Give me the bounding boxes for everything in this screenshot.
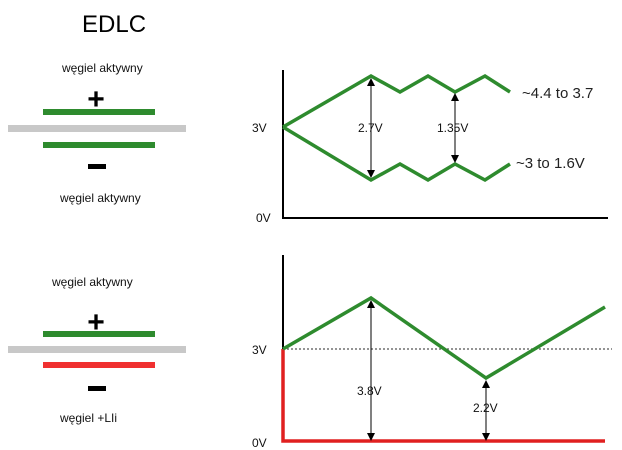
top-upper-range-label: ~4.4 to 3.7 xyxy=(522,85,593,102)
top-separator xyxy=(8,125,186,132)
top-axes xyxy=(282,70,608,219)
top-y-label-3v: 3V xyxy=(252,121,267,135)
top-minus-sign xyxy=(88,164,106,169)
top-span-label-2: 1.35V xyxy=(437,121,468,135)
top-y-label-0v: 0V xyxy=(256,211,271,225)
page-title: EDLC xyxy=(82,11,146,38)
bottom-positive-electrode xyxy=(43,331,155,337)
bottom-negative-potential-line xyxy=(281,349,605,443)
bottom-voltage-chart: 3V 0V 3.8V 2.2V xyxy=(252,255,612,450)
bottom-negative-electrode-label: węgiel +LIi xyxy=(59,411,117,425)
bottom-y-label-0v: 0V xyxy=(252,436,267,450)
bottom-minus-sign xyxy=(88,386,106,391)
bottom-negative-electrode xyxy=(43,362,155,368)
bottom-plus-sign: + xyxy=(87,306,105,339)
bottom-span-label-1: 3.8V xyxy=(357,384,382,398)
bottom-span-label-2: 2.2V xyxy=(473,401,498,415)
bottom-y-label-3v: 3V xyxy=(252,343,267,357)
top-negative-electrode xyxy=(43,142,155,148)
bottom-separator xyxy=(8,346,186,353)
bottom-positive-electrode-label: węgiel aktywny xyxy=(51,275,133,289)
top-negative-electrode-label: węgiel aktywny xyxy=(59,191,141,205)
bottom-cell-schematic: węgiel aktywny + węgiel +LIi xyxy=(8,275,186,425)
top-negative-curve xyxy=(282,125,511,183)
top-lower-range-label: ~3 to 1.6V xyxy=(516,155,585,172)
top-voltage-chart: 3V 0V 2.7V 1.35V ~4.4 to 3.7 ~3 to 1.6V xyxy=(252,70,608,225)
bottom-positive-curve xyxy=(282,295,606,381)
top-positive-curve xyxy=(282,73,511,129)
top-plus-sign: + xyxy=(87,83,105,116)
top-positive-electrode xyxy=(43,109,155,115)
top-cell-schematic: węgiel aktywny + węgiel aktywny xyxy=(8,61,186,205)
top-span-label-1: 2.7V xyxy=(358,121,383,135)
top-positive-electrode-label: węgiel aktywny xyxy=(61,61,143,75)
